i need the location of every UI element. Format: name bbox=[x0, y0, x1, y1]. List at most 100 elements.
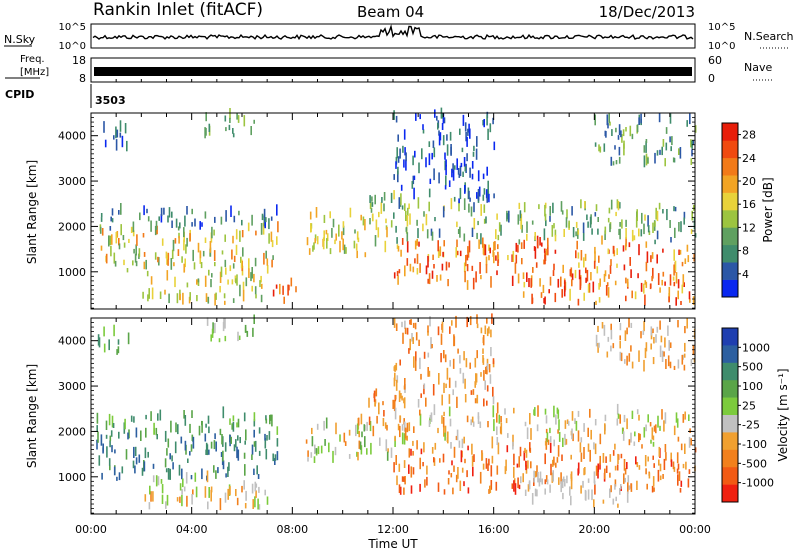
data-mark bbox=[459, 128, 461, 135]
data-mark bbox=[556, 407, 559, 414]
data-mark bbox=[204, 127, 206, 139]
data-mark bbox=[115, 139, 118, 151]
data-mark bbox=[680, 301, 682, 305]
data-mark bbox=[487, 128, 489, 140]
data-mark bbox=[118, 210, 120, 215]
data-mark bbox=[577, 410, 580, 417]
data-mark bbox=[652, 267, 654, 279]
data-mark bbox=[467, 250, 470, 258]
data-mark bbox=[128, 429, 130, 439]
data-mark bbox=[457, 229, 460, 234]
data-mark bbox=[636, 409, 639, 415]
data-mark bbox=[406, 241, 409, 253]
data-mark bbox=[455, 474, 458, 483]
data-mark bbox=[539, 471, 542, 483]
data-mark bbox=[363, 424, 366, 432]
data-mark bbox=[612, 343, 615, 349]
data-mark bbox=[663, 351, 665, 357]
data-mark bbox=[466, 470, 468, 478]
data-mark bbox=[183, 410, 185, 419]
data-mark bbox=[512, 434, 514, 447]
data-mark bbox=[160, 214, 163, 223]
data-mark bbox=[523, 202, 526, 213]
data-mark bbox=[412, 322, 415, 328]
y-tick-label: 2000 bbox=[58, 425, 86, 438]
data-mark bbox=[619, 335, 621, 340]
data-mark bbox=[471, 416, 474, 423]
data-mark bbox=[168, 293, 170, 304]
data-mark bbox=[357, 417, 360, 426]
data-mark bbox=[237, 331, 239, 342]
data-mark bbox=[607, 336, 610, 342]
data-mark bbox=[371, 196, 373, 202]
data-mark bbox=[186, 282, 189, 288]
data-mark bbox=[471, 265, 474, 271]
data-mark bbox=[543, 248, 546, 253]
colorbar-segment bbox=[722, 467, 738, 485]
data-mark bbox=[677, 359, 680, 369]
data-mark bbox=[156, 434, 158, 440]
data-mark bbox=[206, 470, 209, 483]
data-mark bbox=[98, 455, 101, 466]
data-mark bbox=[622, 431, 625, 441]
data-mark bbox=[219, 285, 221, 293]
data-mark bbox=[580, 199, 582, 209]
data-mark bbox=[382, 418, 385, 427]
data-mark bbox=[647, 215, 649, 227]
data-mark bbox=[500, 416, 502, 423]
data-mark bbox=[496, 402, 499, 414]
data-mark bbox=[487, 180, 489, 192]
data-mark bbox=[186, 206, 188, 215]
data-mark bbox=[374, 235, 377, 247]
data-mark bbox=[477, 189, 480, 201]
nave-label: Nave bbox=[744, 61, 772, 74]
data-mark bbox=[152, 491, 154, 502]
data-mark bbox=[544, 453, 546, 465]
data-mark bbox=[669, 342, 672, 348]
data-mark bbox=[414, 322, 417, 330]
data-mark bbox=[438, 172, 440, 184]
data-mark bbox=[467, 487, 470, 494]
data-mark bbox=[192, 436, 195, 449]
data-mark bbox=[483, 398, 485, 407]
data-mark bbox=[111, 445, 113, 453]
data-mark bbox=[623, 414, 626, 423]
data-mark bbox=[608, 113, 610, 123]
data-mark bbox=[116, 349, 118, 355]
freq-left-tick-bottom: 8 bbox=[79, 72, 86, 85]
data-mark bbox=[251, 454, 253, 460]
data-mark bbox=[558, 477, 560, 485]
data-mark bbox=[179, 293, 181, 301]
data-mark bbox=[597, 343, 599, 353]
data-mark bbox=[642, 330, 645, 335]
data-mark bbox=[178, 232, 180, 239]
data-mark bbox=[343, 244, 346, 254]
data-mark bbox=[240, 259, 243, 269]
data-mark bbox=[523, 281, 526, 288]
data-mark bbox=[449, 418, 452, 427]
data-mark bbox=[609, 472, 611, 478]
data-mark bbox=[132, 230, 135, 237]
data-mark bbox=[177, 424, 179, 435]
data-mark bbox=[669, 113, 672, 124]
data-mark bbox=[446, 144, 449, 156]
data-mark bbox=[562, 492, 564, 500]
colorbar-tick-label: -1000 bbox=[742, 477, 774, 490]
data-mark bbox=[486, 317, 488, 324]
data-mark bbox=[115, 232, 118, 244]
data-mark bbox=[260, 294, 263, 303]
data-mark bbox=[530, 428, 532, 440]
data-mark bbox=[469, 362, 471, 369]
data-mark bbox=[120, 203, 122, 215]
data-mark bbox=[204, 486, 207, 498]
data-mark bbox=[640, 113, 642, 124]
data-mark bbox=[124, 418, 126, 430]
data-mark bbox=[635, 217, 638, 228]
data-mark bbox=[397, 245, 400, 252]
data-mark bbox=[382, 401, 384, 406]
data-mark bbox=[636, 124, 639, 133]
data-mark bbox=[178, 236, 180, 244]
data-mark bbox=[540, 292, 543, 298]
data-mark bbox=[169, 453, 171, 460]
data-mark bbox=[266, 435, 268, 441]
